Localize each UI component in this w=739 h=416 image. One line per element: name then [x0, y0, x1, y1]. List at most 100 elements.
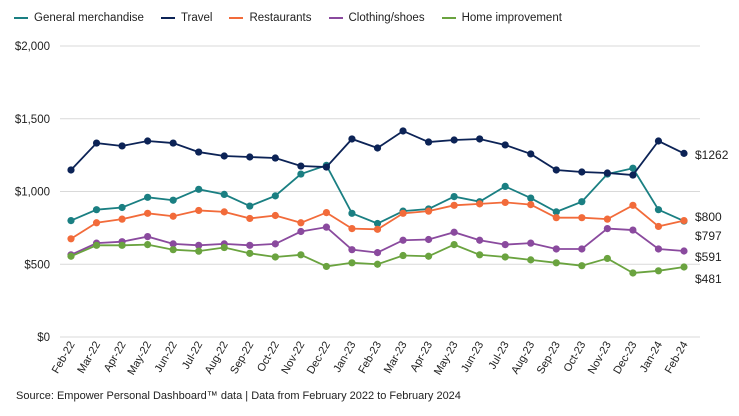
data-point-general-merchandise [92, 206, 101, 214]
data-point-general-merchandise [246, 202, 254, 210]
data-point-travel [322, 163, 331, 171]
data-point-travel [578, 168, 586, 176]
data-point-restaurants [578, 214, 586, 222]
legend-swatch [14, 17, 28, 19]
data-point-clothing-shoes [246, 241, 254, 249]
legend-label: General merchandise [34, 12, 144, 24]
data-point-clothing-shoes [144, 233, 152, 241]
data-point-travel [195, 148, 203, 156]
data-point-home-improvement [527, 256, 535, 264]
data-point-clothing-shoes [271, 240, 279, 248]
data-point-travel [603, 169, 611, 177]
data-point-clothing-shoes [578, 245, 586, 253]
data-point-home-improvement [654, 267, 663, 275]
data-point-general-merchandise [629, 164, 637, 172]
data-point-clothing-shoes [552, 245, 560, 253]
data-point-restaurants [92, 219, 101, 227]
data-point-home-improvement [246, 249, 254, 257]
data-point-home-improvement [118, 241, 126, 249]
data-point-home-improvement [348, 259, 356, 267]
data-point-general-merchandise [348, 209, 356, 217]
data-point-travel [654, 137, 663, 145]
data-point-home-improvement [220, 243, 228, 252]
data-point-home-improvement [578, 262, 586, 270]
data-point-general-merchandise [220, 190, 228, 199]
data-point-home-improvement [680, 263, 688, 271]
data-point-general-merchandise [169, 196, 177, 204]
data-point-clothing-shoes [373, 249, 382, 257]
x-tick-label: Feb-24 [663, 340, 691, 376]
data-point-travel [399, 127, 407, 135]
end-label-general-merchandise: $797 [695, 229, 722, 243]
y-tick-label: $1,000 [15, 187, 50, 199]
data-point-travel [246, 153, 254, 161]
data-point-clothing-shoes [476, 236, 484, 244]
source-note: Source: Empower Personal Dashboard™ data… [16, 390, 461, 402]
x-tick-label: Oct-23 [562, 340, 589, 375]
y-tick-label: $0 [37, 332, 50, 344]
data-point-home-improvement [169, 246, 177, 254]
data-point-clothing-shoes [169, 240, 177, 248]
data-point-restaurants [424, 207, 433, 215]
data-point-restaurants [450, 201, 458, 209]
data-point-travel [424, 138, 433, 146]
data-point-clothing-shoes [501, 241, 509, 249]
data-point-home-improvement [92, 241, 101, 249]
data-point-restaurants [271, 211, 279, 220]
y-tick-label: $500 [24, 259, 50, 271]
x-tick-label: Aug-23 [509, 340, 537, 377]
data-point-travel [271, 154, 279, 162]
data-point-home-improvement [271, 253, 279, 261]
data-point-general-merchandise [654, 206, 663, 214]
series-line-travel [70, 129, 685, 176]
data-point-general-merchandise [67, 217, 75, 225]
x-tick-label: Nov-23 [586, 340, 614, 377]
legend-item-home-improvement: Home improvement [441, 12, 562, 24]
legend-label: Clothing/shoes [348, 12, 425, 24]
data-point-clothing-shoes [399, 236, 407, 244]
data-point-restaurants [169, 212, 177, 220]
data-point-travel [144, 137, 152, 145]
x-tick-label: Jun-23 [459, 339, 486, 374]
data-point-clothing-shoes [603, 225, 611, 233]
legend-item-general-merchandise: General merchandise [14, 12, 144, 24]
end-label-home-improvement: $481 [695, 272, 722, 286]
data-point-general-merchandise [501, 182, 509, 191]
data-point-home-improvement [195, 247, 203, 255]
data-point-travel [450, 136, 458, 144]
data-point-restaurants [501, 198, 509, 207]
legend-item-travel: Travel [160, 12, 212, 24]
data-point-travel [680, 149, 688, 157]
data-point-clothing-shoes [450, 228, 458, 236]
data-point-restaurants [144, 209, 152, 217]
x-tick-label: Apr-23 [408, 340, 435, 375]
data-point-travel [476, 135, 484, 143]
data-point-home-improvement [322, 262, 331, 271]
data-point-home-improvement [144, 241, 152, 249]
x-tick-label: Jul-22 [180, 340, 205, 372]
data-point-general-merchandise [552, 208, 560, 216]
data-point-general-merchandise [297, 170, 305, 178]
data-point-travel [373, 144, 382, 152]
x-tick-label: Sep-23 [535, 340, 563, 377]
x-tick-label: Jul-23 [486, 340, 511, 372]
data-point-clothing-shoes [654, 245, 663, 253]
data-point-restaurants [399, 209, 407, 217]
data-point-travel [527, 150, 535, 158]
data-point-restaurants [603, 215, 611, 223]
data-point-restaurants [552, 214, 560, 222]
data-point-general-merchandise [373, 219, 382, 228]
x-tick-label: Feb-22 [50, 340, 78, 376]
data-point-general-merchandise [527, 194, 535, 202]
data-point-travel [501, 141, 509, 149]
data-point-home-improvement [373, 260, 382, 268]
data-point-restaurants [195, 206, 203, 215]
data-point-restaurants [220, 208, 228, 216]
end-label-restaurants: $800 [695, 210, 722, 224]
data-point-home-improvement [629, 269, 637, 277]
x-tick-label: Dec-22 [305, 340, 333, 377]
legend-swatch [328, 17, 343, 19]
data-point-general-merchandise [578, 198, 586, 206]
legend: General merchandise Travel Restaurants Clot… [14, 12, 562, 24]
data-point-clothing-shoes [297, 227, 305, 236]
